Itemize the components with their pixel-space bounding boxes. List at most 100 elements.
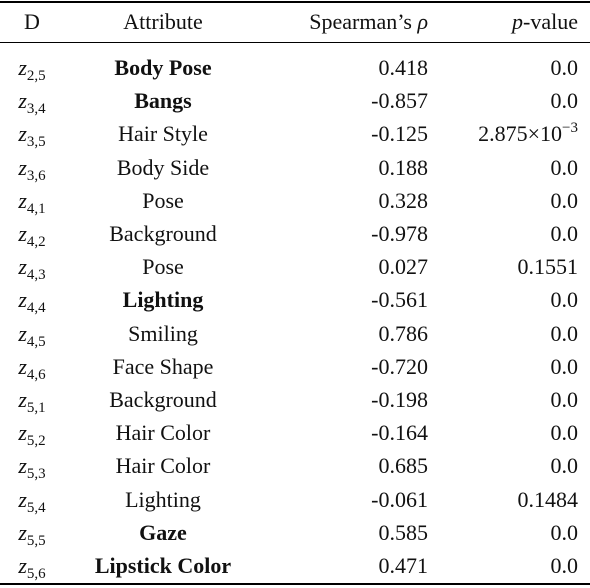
spearman-rho: 0.328 <box>378 187 429 213</box>
latent-var: z <box>18 453 27 479</box>
spearman-rho: 0.027 <box>378 254 429 280</box>
p-value: 0.0 <box>550 320 579 346</box>
spearman-rho: 0.188 <box>378 154 429 180</box>
attribute: Pose <box>142 254 184 280</box>
p-value: 0.0 <box>550 88 579 114</box>
latent-var: z <box>18 221 27 246</box>
spearman-rho: 0.786 <box>378 320 429 346</box>
latent-var: z <box>18 387 27 412</box>
attribute: Smiling <box>128 320 198 346</box>
attribute: Background <box>109 221 217 246</box>
latent-dim: z5,2 <box>0 420 132 450</box>
header-p-text: -value <box>523 9 578 34</box>
latent-dim: z5,4 <box>0 486 132 516</box>
p-value: 0.0 <box>550 553 579 578</box>
header-rule <box>0 42 590 43</box>
header-attribute: Attribute <box>123 9 203 34</box>
p-value: 0.0 <box>550 154 579 180</box>
p-value: 0.0 <box>550 387 579 412</box>
attribute: Body Side <box>116 154 210 180</box>
latent-sub: 5,1 <box>26 400 46 416</box>
latent-var: z <box>18 254 27 280</box>
latent-sub: 4,3 <box>26 267 46 284</box>
spearman-rho: -0.125 <box>371 121 428 147</box>
latent-sub: 5,3 <box>26 466 46 483</box>
attribute: Hair Color <box>115 453 211 479</box>
latent-var: z <box>18 187 27 213</box>
latent-sub: 4,5 <box>26 333 46 350</box>
p-exponent: −3 <box>562 120 578 137</box>
latent-var: z <box>18 553 27 578</box>
latent-dim: z4,3 <box>0 254 132 284</box>
attribute: Face Shape <box>112 353 214 379</box>
latent-var: z <box>18 154 27 180</box>
spearman-rho: 0.471 <box>378 553 429 578</box>
latent-dim: z5,1 <box>0 387 132 416</box>
latent-var: z <box>18 519 27 545</box>
latent-dim: z4,2 <box>0 221 132 250</box>
latent-dim: z4,1 <box>0 187 132 217</box>
attribute: Background <box>109 387 217 412</box>
latent-var: z <box>18 420 27 446</box>
header-p-symbol: p <box>512 9 524 34</box>
p-value: 2.875×10−3 <box>478 121 578 147</box>
header-rho-text: Spearman’s <box>309 9 412 34</box>
p-value: 0.0 <box>550 55 579 80</box>
header-p: p-value <box>512 9 578 35</box>
latent-sub: 4,1 <box>26 200 46 217</box>
spearman-rho: -0.164 <box>371 420 428 446</box>
latent-dim: z3,5 <box>0 121 132 151</box>
p-value: 0.0 <box>550 420 579 446</box>
latent-sub: 3,4 <box>26 101 46 118</box>
attribute: Pose <box>142 187 184 213</box>
latent-dim: z3,4 <box>0 88 132 118</box>
p-value: 0.1551 <box>517 254 579 280</box>
latent-sub: 4,6 <box>26 366 46 383</box>
latent-var: z <box>18 287 27 313</box>
bottom-rule <box>0 583 590 585</box>
latent-dim: z3,6 <box>0 154 132 184</box>
p-value: 0.1484 <box>517 486 579 512</box>
latent-sub: 4,2 <box>26 234 46 250</box>
latent-dim: z4,6 <box>0 353 132 383</box>
top-rule <box>0 1 590 3</box>
attribute: Body Pose <box>114 55 212 80</box>
attribute: Lighting <box>125 486 201 512</box>
latent-sub: 5,4 <box>26 499 46 516</box>
latent-var: z <box>18 55 27 80</box>
spearman-rho: -0.061 <box>371 486 428 512</box>
p-value: 0.0 <box>550 221 579 246</box>
latent-dim: z5,3 <box>0 453 132 483</box>
latent-var: z <box>18 88 27 114</box>
attribute: Lipstick Color <box>94 553 232 578</box>
p-mantissa: 2.875×10 <box>478 121 563 147</box>
latent-dim: z5,5 <box>0 519 132 549</box>
p-value: 0.0 <box>550 519 579 545</box>
latent-var: z <box>18 353 27 379</box>
latent-sub: 3,5 <box>26 134 46 151</box>
spearman-rho: -0.561 <box>371 287 428 313</box>
latent-dim: z4,4 <box>0 287 132 317</box>
spearman-rho: -0.198 <box>371 387 428 412</box>
header-rho: Spearman’s ρ <box>309 9 428 35</box>
spearman-rho: -0.978 <box>371 221 428 246</box>
p-value: 0.0 <box>550 353 579 379</box>
spearman-rho: 0.585 <box>378 519 429 545</box>
attribute: Hair Style <box>118 121 208 147</box>
spearman-rho: 0.418 <box>378 55 429 80</box>
spearman-rho: 0.685 <box>378 453 429 479</box>
p-value: 0.0 <box>550 453 579 479</box>
latent-var: z <box>18 121 27 147</box>
latent-sub: 5,6 <box>26 566 46 582</box>
latent-sub: 5,5 <box>26 532 46 549</box>
latent-sub: 2,5 <box>26 68 46 84</box>
latent-sub: 5,2 <box>26 433 46 450</box>
latent-dim: z2,5 <box>0 55 132 84</box>
latent-sub: 4,4 <box>26 300 46 317</box>
p-value: 0.0 <box>550 287 579 313</box>
latent-sub: 3,6 <box>26 167 46 184</box>
latent-var: z <box>18 486 27 512</box>
latent-dim: z4,5 <box>0 321 132 350</box>
header-rho-symbol: ρ <box>417 9 428 34</box>
attribute: Gaze <box>139 519 187 545</box>
